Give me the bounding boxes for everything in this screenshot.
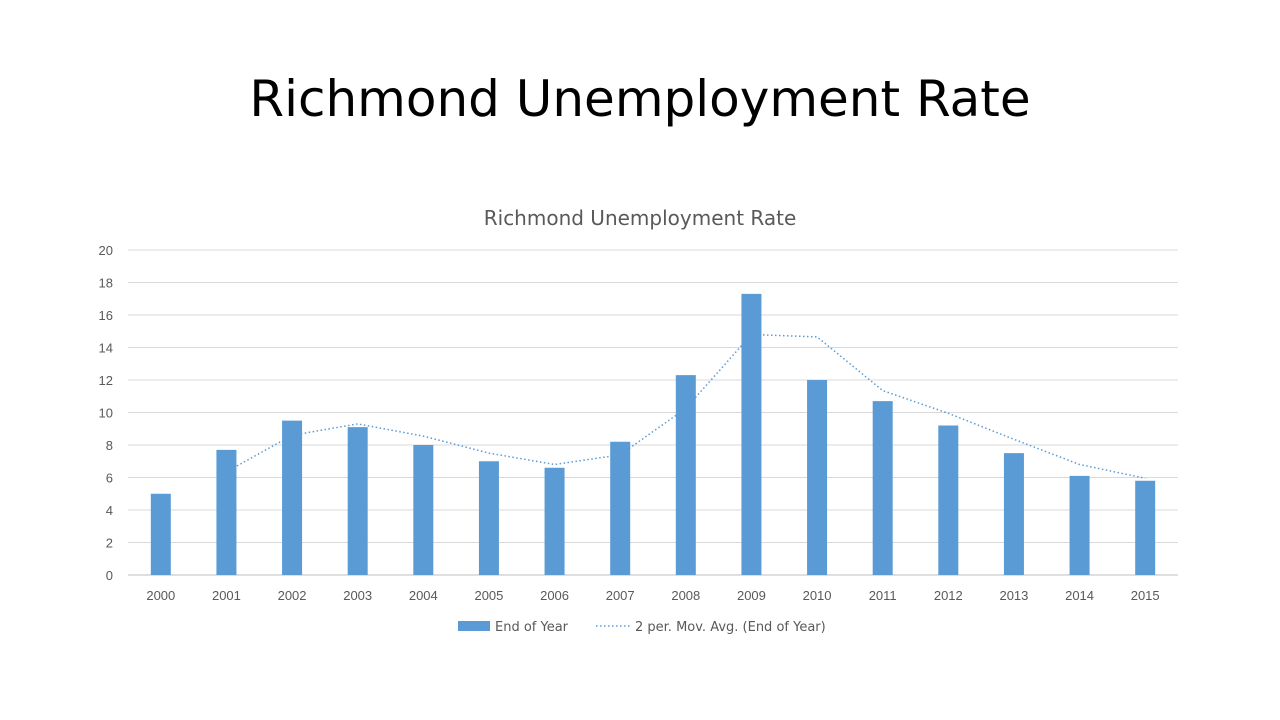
y-tick-label: 10 (99, 406, 113, 421)
legend-label-line: 2 per. Mov. Avg. (End of Year) (635, 620, 826, 635)
x-tick-label: 2009 (737, 588, 766, 603)
y-tick-label: 6 (106, 471, 113, 486)
bar (1069, 475, 1090, 575)
x-axis-ticks: 2000 2001 2002 2003 2004 2005 2006 2007 2008 2009… (146, 588, 1159, 603)
x-tick-label: 2002 (278, 588, 307, 603)
bar (741, 293, 762, 575)
y-tick-label: 20 (99, 243, 113, 258)
legend-swatch-bar (458, 621, 490, 631)
chart-title: Richmond Unemployment Rate (484, 206, 797, 230)
x-tick-label: 2004 (409, 588, 438, 603)
bar (675, 375, 696, 575)
bar-series (150, 293, 1156, 575)
x-tick-label: 2001 (212, 588, 241, 603)
legend: End of Year 2 per. Mov. Avg. (End of Yea… (458, 620, 826, 635)
y-tick-label: 18 (99, 276, 113, 291)
bar (216, 449, 237, 575)
y-tick-label: 4 (106, 503, 113, 518)
x-tick-label: 2010 (803, 588, 832, 603)
x-tick-label: 2013 (999, 588, 1028, 603)
y-tick-label: 0 (106, 568, 113, 583)
y-tick-label: 12 (99, 373, 113, 388)
x-tick-label: 2014 (1065, 588, 1094, 603)
bar (282, 420, 303, 575)
bar (478, 461, 499, 575)
bar (1003, 453, 1024, 575)
bar (807, 380, 828, 575)
y-tick-label: 2 (106, 536, 113, 551)
gridlines (128, 249, 1178, 576)
x-tick-label: 2011 (869, 588, 897, 603)
bar (938, 425, 959, 575)
bar (347, 427, 368, 575)
x-tick-label: 2015 (1131, 588, 1160, 603)
x-tick-label: 2008 (671, 588, 700, 603)
legend-label-bar: End of Year (495, 620, 569, 635)
bar (872, 401, 893, 575)
y-tick-label: 8 (106, 438, 113, 453)
bar (1135, 480, 1156, 575)
bar (544, 467, 565, 575)
x-tick-label: 2003 (343, 588, 372, 603)
y-tick-label: 14 (99, 341, 113, 356)
bar (150, 493, 171, 575)
x-tick-label: 2000 (146, 588, 175, 603)
x-tick-label: 2005 (474, 588, 503, 603)
slide-title: Richmond Unemployment Rate (249, 70, 1031, 128)
x-tick-label: 2006 (540, 588, 569, 603)
y-tick-label: 16 (99, 308, 113, 323)
x-tick-label: 2007 (606, 588, 635, 603)
bar (610, 441, 631, 575)
bar (413, 445, 434, 575)
y-axis-ticks: 0 2 4 6 8 10 12 14 16 18 20 (99, 243, 113, 583)
x-tick-label: 2012 (934, 588, 963, 603)
